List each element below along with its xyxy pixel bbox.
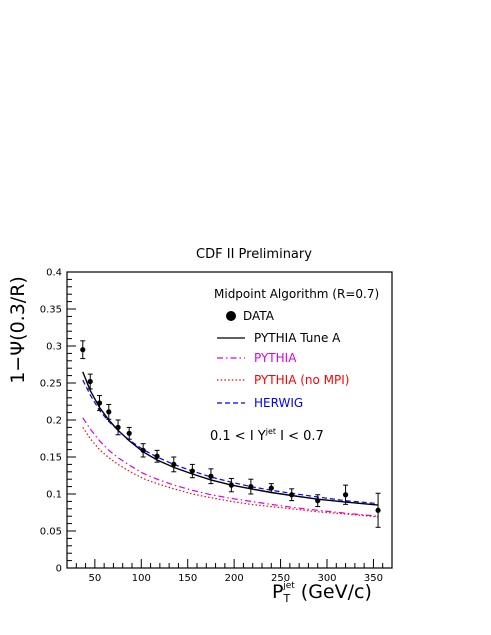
x-axis-label-main: P xyxy=(272,581,283,603)
y-tick-label: 0.1 xyxy=(46,490,62,501)
legend-label: PYTHIA xyxy=(254,351,297,365)
x-axis-label-unit: (GeV/c) xyxy=(301,581,372,603)
y-tick-label: 0.3 xyxy=(46,342,62,353)
model-curves xyxy=(82,371,379,518)
x-tick-label: 300 xyxy=(317,573,336,584)
data-point xyxy=(126,430,132,436)
data-point xyxy=(375,507,381,513)
data-point xyxy=(228,482,234,488)
data-point xyxy=(289,492,295,498)
x-tick-label: 150 xyxy=(178,573,197,584)
data-point xyxy=(80,347,86,353)
legend-label: PYTHIA (no MPI) xyxy=(254,373,349,387)
y-tick-label: 0.25 xyxy=(40,379,62,390)
y-axis: 0 0.05 0.1 0.15 0.2 0.25 0.3 0.35 0.4 xyxy=(40,268,76,575)
x-tick-label: 250 xyxy=(271,573,290,584)
data-point xyxy=(268,485,274,491)
y-tick-label: 0.15 xyxy=(40,453,62,464)
rapidity-cut-text: 0.1 < I Y xyxy=(210,429,266,444)
x-axis-label-subscript: T xyxy=(282,592,290,605)
data-point xyxy=(208,473,214,479)
rapidity-cut-end: I < 0.7 xyxy=(276,429,324,444)
x-axis-label-superscript: jet xyxy=(282,581,295,591)
data-point xyxy=(189,468,195,474)
algorithm-annotation: Midpoint Algorithm (R=0.7) xyxy=(214,287,379,301)
series-line xyxy=(82,379,379,505)
data-point xyxy=(106,409,112,415)
x-tick-label: 100 xyxy=(132,573,151,584)
x-tick-label: 350 xyxy=(364,573,383,584)
data-point xyxy=(248,484,254,490)
legend: DATA PYTHIA Tune A PYTHIA PYTHIA (no MPI) HE… xyxy=(217,309,349,410)
data-point xyxy=(171,461,177,467)
data-point xyxy=(315,498,321,504)
data-points xyxy=(80,340,381,528)
y-axis-label: 1−Ψ(0.3/R) xyxy=(7,276,29,384)
data-point xyxy=(140,447,146,453)
chart-title: CDF II Preliminary xyxy=(196,247,312,262)
legend-label: DATA xyxy=(243,309,275,323)
y-tick-label: 0.2 xyxy=(46,416,62,427)
y-tick-label: 0 xyxy=(56,564,62,575)
series-line xyxy=(82,427,379,518)
x-tick-label: 50 xyxy=(88,573,101,584)
data-point xyxy=(342,492,349,498)
series-line xyxy=(82,371,379,506)
rapidity-cut-superscript: jet xyxy=(265,427,276,436)
x-axis: 50 100 150 200 250 300 350 xyxy=(75,559,384,584)
legend-label: PYTHIA Tune A xyxy=(254,331,341,345)
series-line xyxy=(82,417,379,517)
y-tick-label: 0.35 xyxy=(40,305,62,316)
x-axis-label: PTjet (GeV/c) xyxy=(272,581,372,605)
data-point xyxy=(154,453,160,459)
data-point xyxy=(87,378,93,385)
y-tick-label: 0.05 xyxy=(40,527,62,538)
y-tick-label: 0.4 xyxy=(46,268,62,279)
rapidity-cut-annotation: 0.1 < I Yjet I < 0.7 xyxy=(210,427,324,444)
data-point xyxy=(96,400,103,406)
data-point xyxy=(115,424,121,430)
x-tick-label: 200 xyxy=(225,573,244,584)
legend-label: HERWIG xyxy=(254,396,303,410)
legend-marker xyxy=(226,311,236,321)
